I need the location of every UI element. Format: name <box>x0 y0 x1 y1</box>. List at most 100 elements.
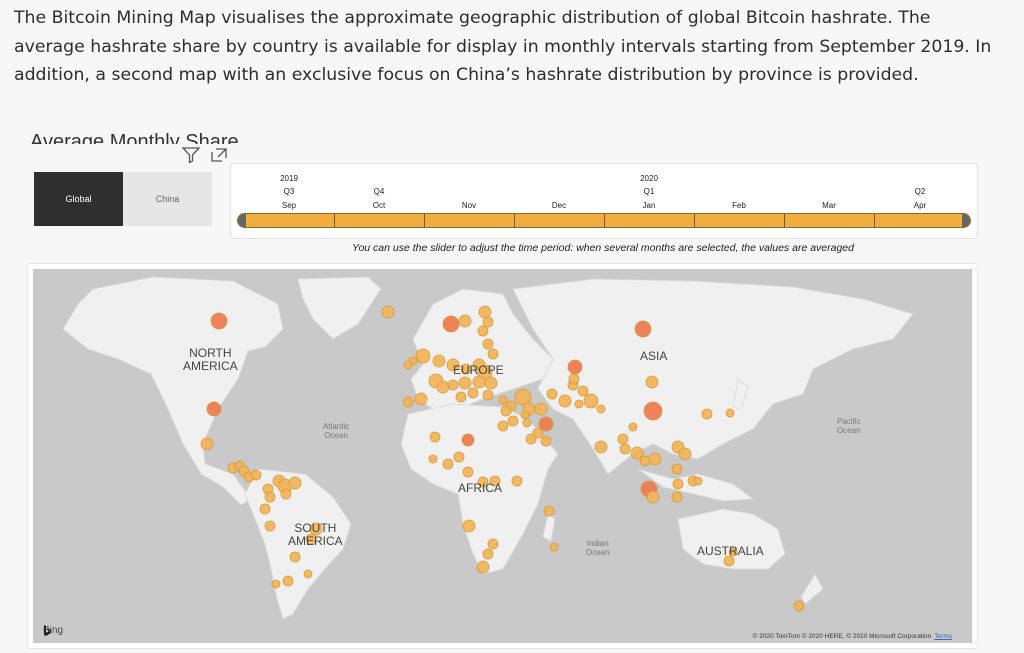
hashrate-bubble[interactable] <box>577 385 589 397</box>
hashrate-bubble[interactable] <box>288 476 302 490</box>
hashrate-bubble[interactable] <box>477 364 493 380</box>
hashrate-bubble[interactable] <box>289 551 301 563</box>
world-map[interactable]: NORTH AMERICA EUROPE ASIA AFRICA SOUTH A… <box>33 269 972 643</box>
hashrate-bubble[interactable] <box>793 600 805 612</box>
hashrate-bubble[interactable] <box>414 392 428 406</box>
hashrate-bubble[interactable] <box>723 555 735 567</box>
hashrate-bubble[interactable] <box>458 376 472 390</box>
timeline-month-label[interactable]: Dec <box>551 201 567 210</box>
hashrate-bubble[interactable] <box>525 433 537 445</box>
hashrate-bubble[interactable] <box>646 490 660 504</box>
timeline-end-handle[interactable] <box>962 214 970 227</box>
hashrate-bubble[interactable] <box>250 469 262 481</box>
hashrate-bubble[interactable] <box>634 320 652 338</box>
hashrate-bubble[interactable] <box>476 560 490 574</box>
hashrate-bubble[interactable] <box>482 338 494 350</box>
hashrate-bubble[interactable] <box>583 393 599 409</box>
hashrate-bubble[interactable] <box>432 354 446 368</box>
hashrate-bubble[interactable] <box>487 348 499 360</box>
hashrate-bubble[interactable] <box>264 491 276 503</box>
hashrate-bubble[interactable] <box>498 395 508 405</box>
hashrate-bubble[interactable] <box>594 440 608 454</box>
hashrate-bubble[interactable] <box>472 375 486 389</box>
hashrate-bubble[interactable] <box>500 405 512 417</box>
hashrate-bubble[interactable] <box>264 520 276 532</box>
hashrate-bubble[interactable] <box>462 519 476 533</box>
hashrate-bubble[interactable] <box>628 422 638 432</box>
hashrate-bubble[interactable] <box>543 505 555 517</box>
hashrate-bubble[interactable] <box>617 433 629 445</box>
hashrate-bubble[interactable] <box>645 375 659 389</box>
hashrate-bubble[interactable] <box>460 363 472 375</box>
hashrate-bubble[interactable] <box>489 475 501 487</box>
timeline-month-label[interactable]: Feb <box>732 201 746 210</box>
hashrate-bubble[interactable] <box>477 476 489 488</box>
hashrate-bubble[interactable] <box>403 360 413 370</box>
timeline-month-label[interactable]: Nov <box>461 201 477 210</box>
hashrate-bubble[interactable] <box>200 437 214 451</box>
terms-link[interactable]: Terms <box>934 633 952 640</box>
hashrate-bubble[interactable] <box>461 433 475 447</box>
hashrate-bubble[interactable] <box>671 491 683 503</box>
timeline-month-label[interactable]: Jan <box>642 201 656 210</box>
hashrate-bubble[interactable] <box>567 359 583 375</box>
hashrate-bubble[interactable] <box>462 466 474 478</box>
hashrate-bubble[interactable] <box>538 416 554 432</box>
hashrate-bubble[interactable] <box>381 305 395 319</box>
hashrate-bubble[interactable] <box>206 401 222 417</box>
slicer-option-global[interactable]: Global <box>34 172 123 226</box>
timeline-start-handle[interactable] <box>238 214 246 227</box>
hashrate-bubble[interactable] <box>259 503 271 515</box>
hashrate-bubble[interactable] <box>271 579 281 589</box>
hashrate-bubble[interactable] <box>596 404 606 414</box>
hashrate-bubble[interactable] <box>639 455 651 467</box>
hashrate-bubble[interactable] <box>210 312 228 330</box>
hashrate-bubble[interactable] <box>540 435 552 447</box>
hashrate-bubble[interactable] <box>671 463 683 475</box>
hashrate-bubble[interactable] <box>309 522 323 536</box>
focus-mode-icon[interactable] <box>209 146 229 164</box>
hashrate-bubble[interactable] <box>643 401 663 421</box>
hashrate-bubble[interactable] <box>482 316 494 328</box>
hashrate-bubble[interactable] <box>507 415 519 427</box>
hashrate-bubble[interactable] <box>447 379 459 391</box>
hashrate-bubble[interactable] <box>442 315 460 333</box>
hashrate-bubble[interactable] <box>477 325 489 337</box>
hashrate-bubble[interactable] <box>558 394 572 408</box>
hashrate-bubble[interactable] <box>546 388 558 400</box>
hashrate-bubble[interactable] <box>458 314 472 328</box>
timeline-month-label[interactable]: Sep <box>281 201 297 210</box>
hashrate-bubble[interactable] <box>701 408 713 420</box>
timeline-range-bar[interactable] <box>237 213 971 228</box>
hashrate-bubble[interactable] <box>282 575 294 587</box>
hashrate-bubble[interactable] <box>487 538 499 550</box>
hashrate-bubble[interactable] <box>402 396 414 408</box>
hashrate-bubble[interactable] <box>436 380 450 394</box>
hashrate-bubble[interactable] <box>522 418 532 428</box>
slicer-option-china[interactable]: China <box>123 172 212 226</box>
hashrate-bubble[interactable] <box>415 348 431 364</box>
hashrate-bubble[interactable] <box>574 399 584 409</box>
hashrate-bubble[interactable] <box>549 542 559 552</box>
hashrate-bubble[interactable] <box>534 402 548 416</box>
hashrate-bubble[interactable] <box>568 373 580 385</box>
hashrate-bubble[interactable] <box>648 452 662 466</box>
hashrate-bubble[interactable] <box>453 451 465 463</box>
hashrate-bubble[interactable] <box>303 569 313 579</box>
hashrate-bubble[interactable] <box>619 443 631 455</box>
hashrate-bubble[interactable] <box>514 388 532 406</box>
hashrate-bubble[interactable] <box>520 410 530 420</box>
timeline-month-label[interactable]: Oct <box>372 201 386 210</box>
hashrate-bubble[interactable] <box>482 389 494 401</box>
hashrate-bubble[interactable] <box>467 387 479 399</box>
hashrate-bubble[interactable] <box>630 446 644 460</box>
hashrate-bubble[interactable] <box>497 420 509 432</box>
hashrate-bubble[interactable] <box>455 391 467 403</box>
hashrate-bubble[interactable] <box>280 488 292 500</box>
hashrate-bubble[interactable] <box>482 548 494 560</box>
hashrate-bubble[interactable] <box>429 431 441 443</box>
hashrate-bubble[interactable] <box>478 305 492 319</box>
hashrate-bubble[interactable] <box>672 478 684 490</box>
hashrate-bubble[interactable] <box>725 408 735 418</box>
hashrate-bubble[interactable] <box>428 454 438 464</box>
